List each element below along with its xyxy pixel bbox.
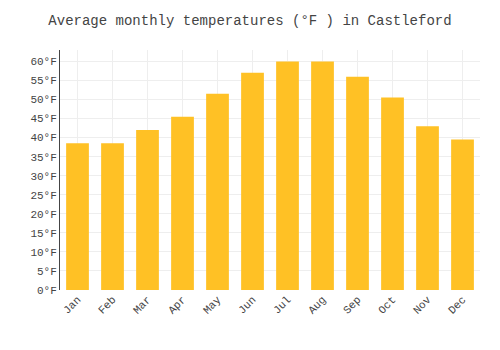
svg-text:5°F: 5°F: [37, 266, 57, 278]
svg-text:60°F: 60°F: [30, 56, 56, 68]
svg-text:15°F: 15°F: [30, 228, 56, 240]
svg-text:40°F: 40°F: [30, 132, 56, 144]
svg-text:Aug: Aug: [306, 294, 328, 316]
svg-text:Feb: Feb: [96, 294, 118, 316]
svg-text:0°F: 0°F: [37, 285, 57, 297]
svg-text:Nov: Nov: [411, 294, 434, 317]
svg-text:20°F: 20°F: [30, 209, 56, 221]
svg-text:Jun: Jun: [236, 294, 258, 316]
svg-text:Mar: Mar: [131, 294, 153, 316]
svg-text:45°F: 45°F: [30, 113, 56, 125]
svg-text:Jan: Jan: [61, 294, 83, 316]
svg-text:Jul: Jul: [271, 294, 293, 316]
svg-text:May: May: [201, 294, 224, 317]
svg-text:30°F: 30°F: [30, 171, 56, 183]
svg-text:Dec: Dec: [446, 294, 468, 316]
svg-text:35°F: 35°F: [30, 152, 56, 164]
svg-text:Apr: Apr: [166, 294, 188, 316]
svg-text:Sep: Sep: [341, 294, 363, 316]
svg-text:Average monthly temperatures (: Average monthly temperatures (°F ) in Ca…: [48, 13, 451, 29]
svg-text:10°F: 10°F: [30, 247, 56, 259]
svg-text:Oct: Oct: [376, 294, 398, 316]
svg-text:55°F: 55°F: [30, 75, 56, 87]
svg-text:50°F: 50°F: [30, 94, 56, 106]
svg-text:25°F: 25°F: [30, 190, 56, 202]
